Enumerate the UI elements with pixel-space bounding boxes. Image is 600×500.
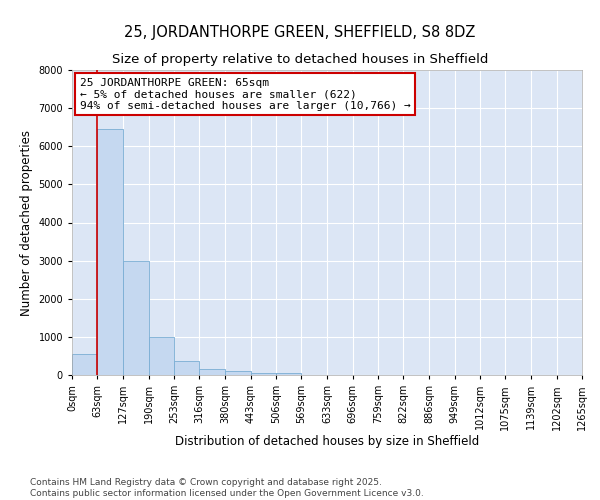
Bar [97,129,123,375]
Bar [251,372,276,375]
Text: Size of property relative to detached houses in Sheffield: Size of property relative to detached ho… [112,52,488,66]
Text: 25 JORDANTHORPE GREEN: 65sqm
← 5% of detached houses are smaller (622)
94% of se: 25 JORDANTHORPE GREEN: 65sqm ← 5% of det… [80,78,410,111]
Text: 25, JORDANTHORPE GREEN, SHEFFIELD, S8 8DZ: 25, JORDANTHORPE GREEN, SHEFFIELD, S8 8D… [124,25,476,40]
Bar [276,374,301,375]
Y-axis label: Number of detached properties: Number of detached properties [20,130,33,316]
Bar [174,362,199,375]
Bar [225,371,251,375]
Text: Contains HM Land Registry data © Crown copyright and database right 2025.
Contai: Contains HM Land Registry data © Crown c… [30,478,424,498]
Bar [123,260,149,375]
Bar [149,337,174,375]
Bar [199,369,225,375]
Bar [72,354,97,375]
X-axis label: Distribution of detached houses by size in Sheffield: Distribution of detached houses by size … [175,435,479,448]
